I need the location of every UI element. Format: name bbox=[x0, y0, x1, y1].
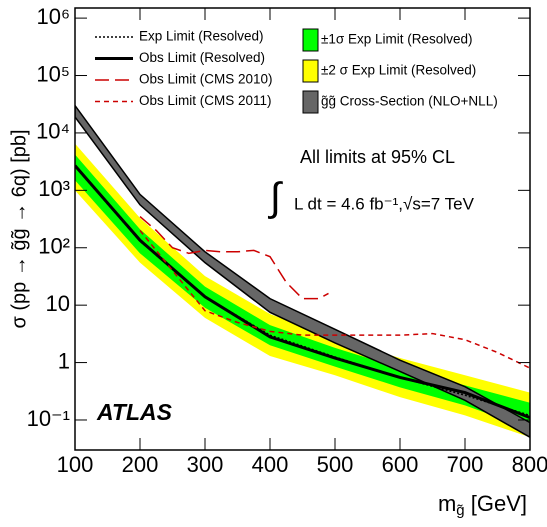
legend-label: ±1σ Exp Limit (Resolved) bbox=[321, 32, 473, 47]
x-tick-label: 800 bbox=[512, 452, 547, 477]
annotation: L dt = 4.6 fb⁻¹,√s=7 TeV bbox=[294, 194, 475, 213]
legend-label: g̃g̃ Cross-Section (NLO+NLL) bbox=[321, 94, 498, 109]
x-axis-label: mg̃ [GeV] bbox=[438, 491, 527, 519]
x-tick-label: 500 bbox=[317, 452, 354, 477]
legend-label: ±2 σ Exp Limit (Resolved) bbox=[321, 63, 476, 78]
band bbox=[75, 104, 530, 439]
x-label-unit: [GeV] bbox=[471, 491, 527, 516]
y-tick-label: 1 bbox=[58, 348, 70, 373]
x-tick-label: 300 bbox=[187, 452, 224, 477]
y-tick-label: 10² bbox=[38, 234, 70, 259]
legend-label: Obs Limit (CMS 2010) bbox=[139, 72, 273, 87]
y-tick-label: 10⁴ bbox=[36, 119, 70, 144]
y-tick-label: 10⁻¹ bbox=[27, 406, 70, 431]
frame bbox=[74, 7, 531, 451]
legend-swatch bbox=[302, 28, 319, 52]
x-tick-label: 700 bbox=[447, 452, 484, 477]
x-tick-label: 100 bbox=[57, 452, 94, 477]
legend-swatch bbox=[302, 59, 319, 83]
legend-swatch bbox=[302, 90, 319, 114]
y-tick-label: 10⁶ bbox=[36, 4, 70, 29]
annotation: All limits at 95% CL bbox=[300, 147, 455, 167]
legend-label: Obs Limit (CMS 2011) bbox=[139, 93, 272, 108]
experiment-label: ATLAS bbox=[96, 399, 173, 425]
x-tick-label: 600 bbox=[382, 452, 419, 477]
plot-area bbox=[75, 104, 530, 439]
x-label-sub: g̃ bbox=[456, 502, 464, 519]
band bbox=[75, 143, 530, 438]
x-label-main: m bbox=[438, 491, 456, 516]
legend-label: Obs Limit (Resolved) bbox=[139, 50, 265, 65]
line bbox=[75, 164, 530, 420]
y-tick-label: 10⁵ bbox=[36, 61, 70, 86]
y-tick-label: 10³ bbox=[38, 176, 70, 201]
y-tick-label: 10 bbox=[46, 291, 70, 316]
integral-sign: ∫ bbox=[268, 176, 284, 220]
x-tick-label: 400 bbox=[252, 452, 289, 477]
line bbox=[139, 229, 530, 369]
line bbox=[139, 215, 329, 300]
legend-label: Exp Limit (Resolved) bbox=[139, 29, 264, 44]
y-axis-label: σ (pp → g̃g̃ → 6q) [pb] bbox=[8, 129, 30, 328]
x-tick-label: 200 bbox=[122, 452, 159, 477]
